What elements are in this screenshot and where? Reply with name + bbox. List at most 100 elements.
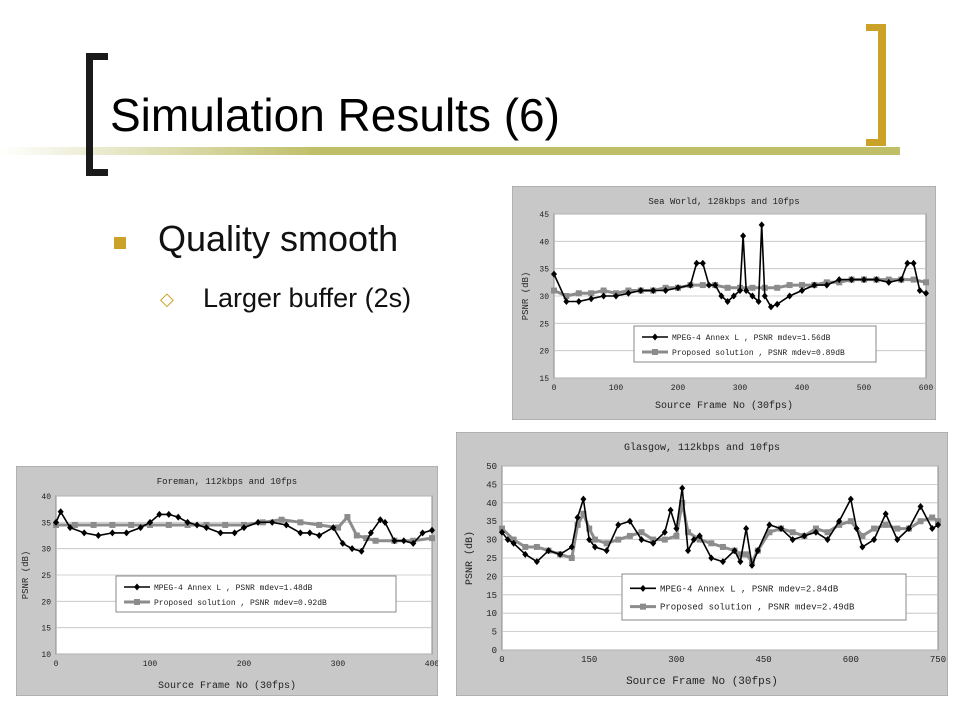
data-point-diamond xyxy=(748,561,755,569)
data-point-diamond xyxy=(935,521,941,529)
right-bracket-top xyxy=(866,24,886,31)
legend-marker-diamond xyxy=(652,333,658,341)
data-point-square xyxy=(568,555,575,561)
data-point-diamond xyxy=(774,300,781,308)
chart-title: Glasgow, 112kbps and 10fps xyxy=(624,442,780,454)
data-point-square xyxy=(222,521,229,528)
data-point-square xyxy=(766,529,773,536)
legend-box xyxy=(115,575,397,613)
data-point-square xyxy=(685,529,692,536)
data-point-diamond xyxy=(754,547,761,555)
y-tick-label: 40 xyxy=(486,499,497,509)
data-point-square xyxy=(297,519,304,526)
legend-label: Proposed solution , PSNR mdev=0.89dB xyxy=(672,349,845,358)
y-tick-label: 35 xyxy=(41,519,51,528)
data-point-square xyxy=(661,536,668,543)
data-point-diamond xyxy=(811,281,818,289)
data-point-square xyxy=(859,532,866,539)
data-point-diamond xyxy=(269,518,276,526)
slide-title: Simulation Results (6) xyxy=(110,89,560,141)
x-tick-label: 0 xyxy=(499,655,504,665)
legend-marker-diamond xyxy=(134,583,140,591)
legend-box xyxy=(621,573,907,621)
left-bracket-top xyxy=(86,53,108,60)
y-tick-label: 30 xyxy=(41,546,51,555)
data-point-square xyxy=(935,518,941,525)
data-point-diamond xyxy=(685,547,692,555)
data-point-diamond xyxy=(574,514,581,522)
title-underline-rule xyxy=(0,147,900,155)
data-point-square xyxy=(372,537,379,544)
data-point-diamond xyxy=(349,545,356,553)
data-point-diamond xyxy=(109,529,116,537)
data-point-square xyxy=(71,521,78,528)
data-point-diamond xyxy=(123,529,130,537)
data-point-diamond xyxy=(57,508,64,516)
legend-marker-square xyxy=(652,349,658,355)
data-point-diamond xyxy=(592,543,599,551)
y-axis-label: PSNR (dB) xyxy=(464,531,476,585)
y-tick-label: 0 xyxy=(492,646,497,656)
data-point-diamond xyxy=(137,524,144,532)
data-point-diamond xyxy=(410,539,417,547)
data-point-diamond xyxy=(510,539,517,547)
data-point-diamond xyxy=(917,502,924,510)
data-point-diamond xyxy=(904,259,911,267)
y-tick-label: 25 xyxy=(539,320,549,329)
data-point-square xyxy=(650,536,657,543)
data-point-diamond xyxy=(156,510,163,518)
data-point-diamond xyxy=(563,297,570,305)
data-point-diamond xyxy=(923,289,929,297)
data-point-diamond xyxy=(719,558,726,566)
data-point-diamond xyxy=(67,524,74,532)
bullet-diamond-icon: ◇ xyxy=(160,289,174,310)
data-point-square xyxy=(522,543,529,550)
y-tick-label: 45 xyxy=(486,480,497,490)
data-point-diamond xyxy=(859,543,866,551)
data-point-diamond xyxy=(255,518,262,526)
data-point-square xyxy=(563,293,570,299)
data-point-diamond xyxy=(637,287,644,295)
data-point-diamond xyxy=(894,536,901,544)
y-tick-label: 25 xyxy=(41,572,51,581)
y-tick-label: 15 xyxy=(539,375,549,384)
data-point-diamond xyxy=(786,292,793,300)
data-point-square xyxy=(353,532,360,539)
data-point-square xyxy=(824,529,831,536)
data-point-diamond xyxy=(650,287,657,295)
data-point-diamond xyxy=(898,276,905,284)
data-point-square xyxy=(871,525,878,532)
y-tick-label: 25 xyxy=(486,554,497,564)
data-point-square xyxy=(615,536,622,543)
legend-label: MPEG-4 Annex L , PSNR mdev=1.56dB xyxy=(672,334,831,343)
y-tick-label: 40 xyxy=(539,238,549,247)
chart-sea-world: 15 20 25 30 35 40 45 0 100 200 300 400 500 600 Sea Wor… xyxy=(512,186,936,420)
data-point-diamond xyxy=(667,506,674,514)
y-tick-label: 20 xyxy=(539,348,549,357)
data-point-diamond xyxy=(613,292,619,300)
data-point-square xyxy=(836,521,843,528)
data-point-diamond xyxy=(743,287,750,295)
data-point-diamond xyxy=(367,529,374,537)
x-tick-label: 750 xyxy=(930,655,946,665)
data-point-square xyxy=(696,536,703,543)
data-point-diamond xyxy=(603,547,610,555)
data-point-diamond xyxy=(575,297,582,305)
data-point-square xyxy=(278,516,285,523)
data-point-diamond xyxy=(615,521,622,529)
data-point-diamond xyxy=(724,297,731,305)
data-point-square xyxy=(799,282,805,289)
data-point-diamond xyxy=(737,558,744,566)
data-point-diamond xyxy=(799,287,805,295)
x-tick-label: 400 xyxy=(425,660,438,669)
data-point-square xyxy=(335,524,341,531)
legend-marker-square xyxy=(640,603,646,610)
data-point-diamond xyxy=(551,270,557,278)
data-point-diamond xyxy=(339,539,346,547)
data-point-square xyxy=(749,284,756,291)
data-point-diamond xyxy=(690,536,697,544)
data-point-diamond xyxy=(203,524,210,532)
data-point-diamond xyxy=(687,281,694,289)
legend-label: Proposed solution , PSNR mdev=0.92dB xyxy=(154,599,327,608)
data-point-diamond xyxy=(693,259,700,267)
